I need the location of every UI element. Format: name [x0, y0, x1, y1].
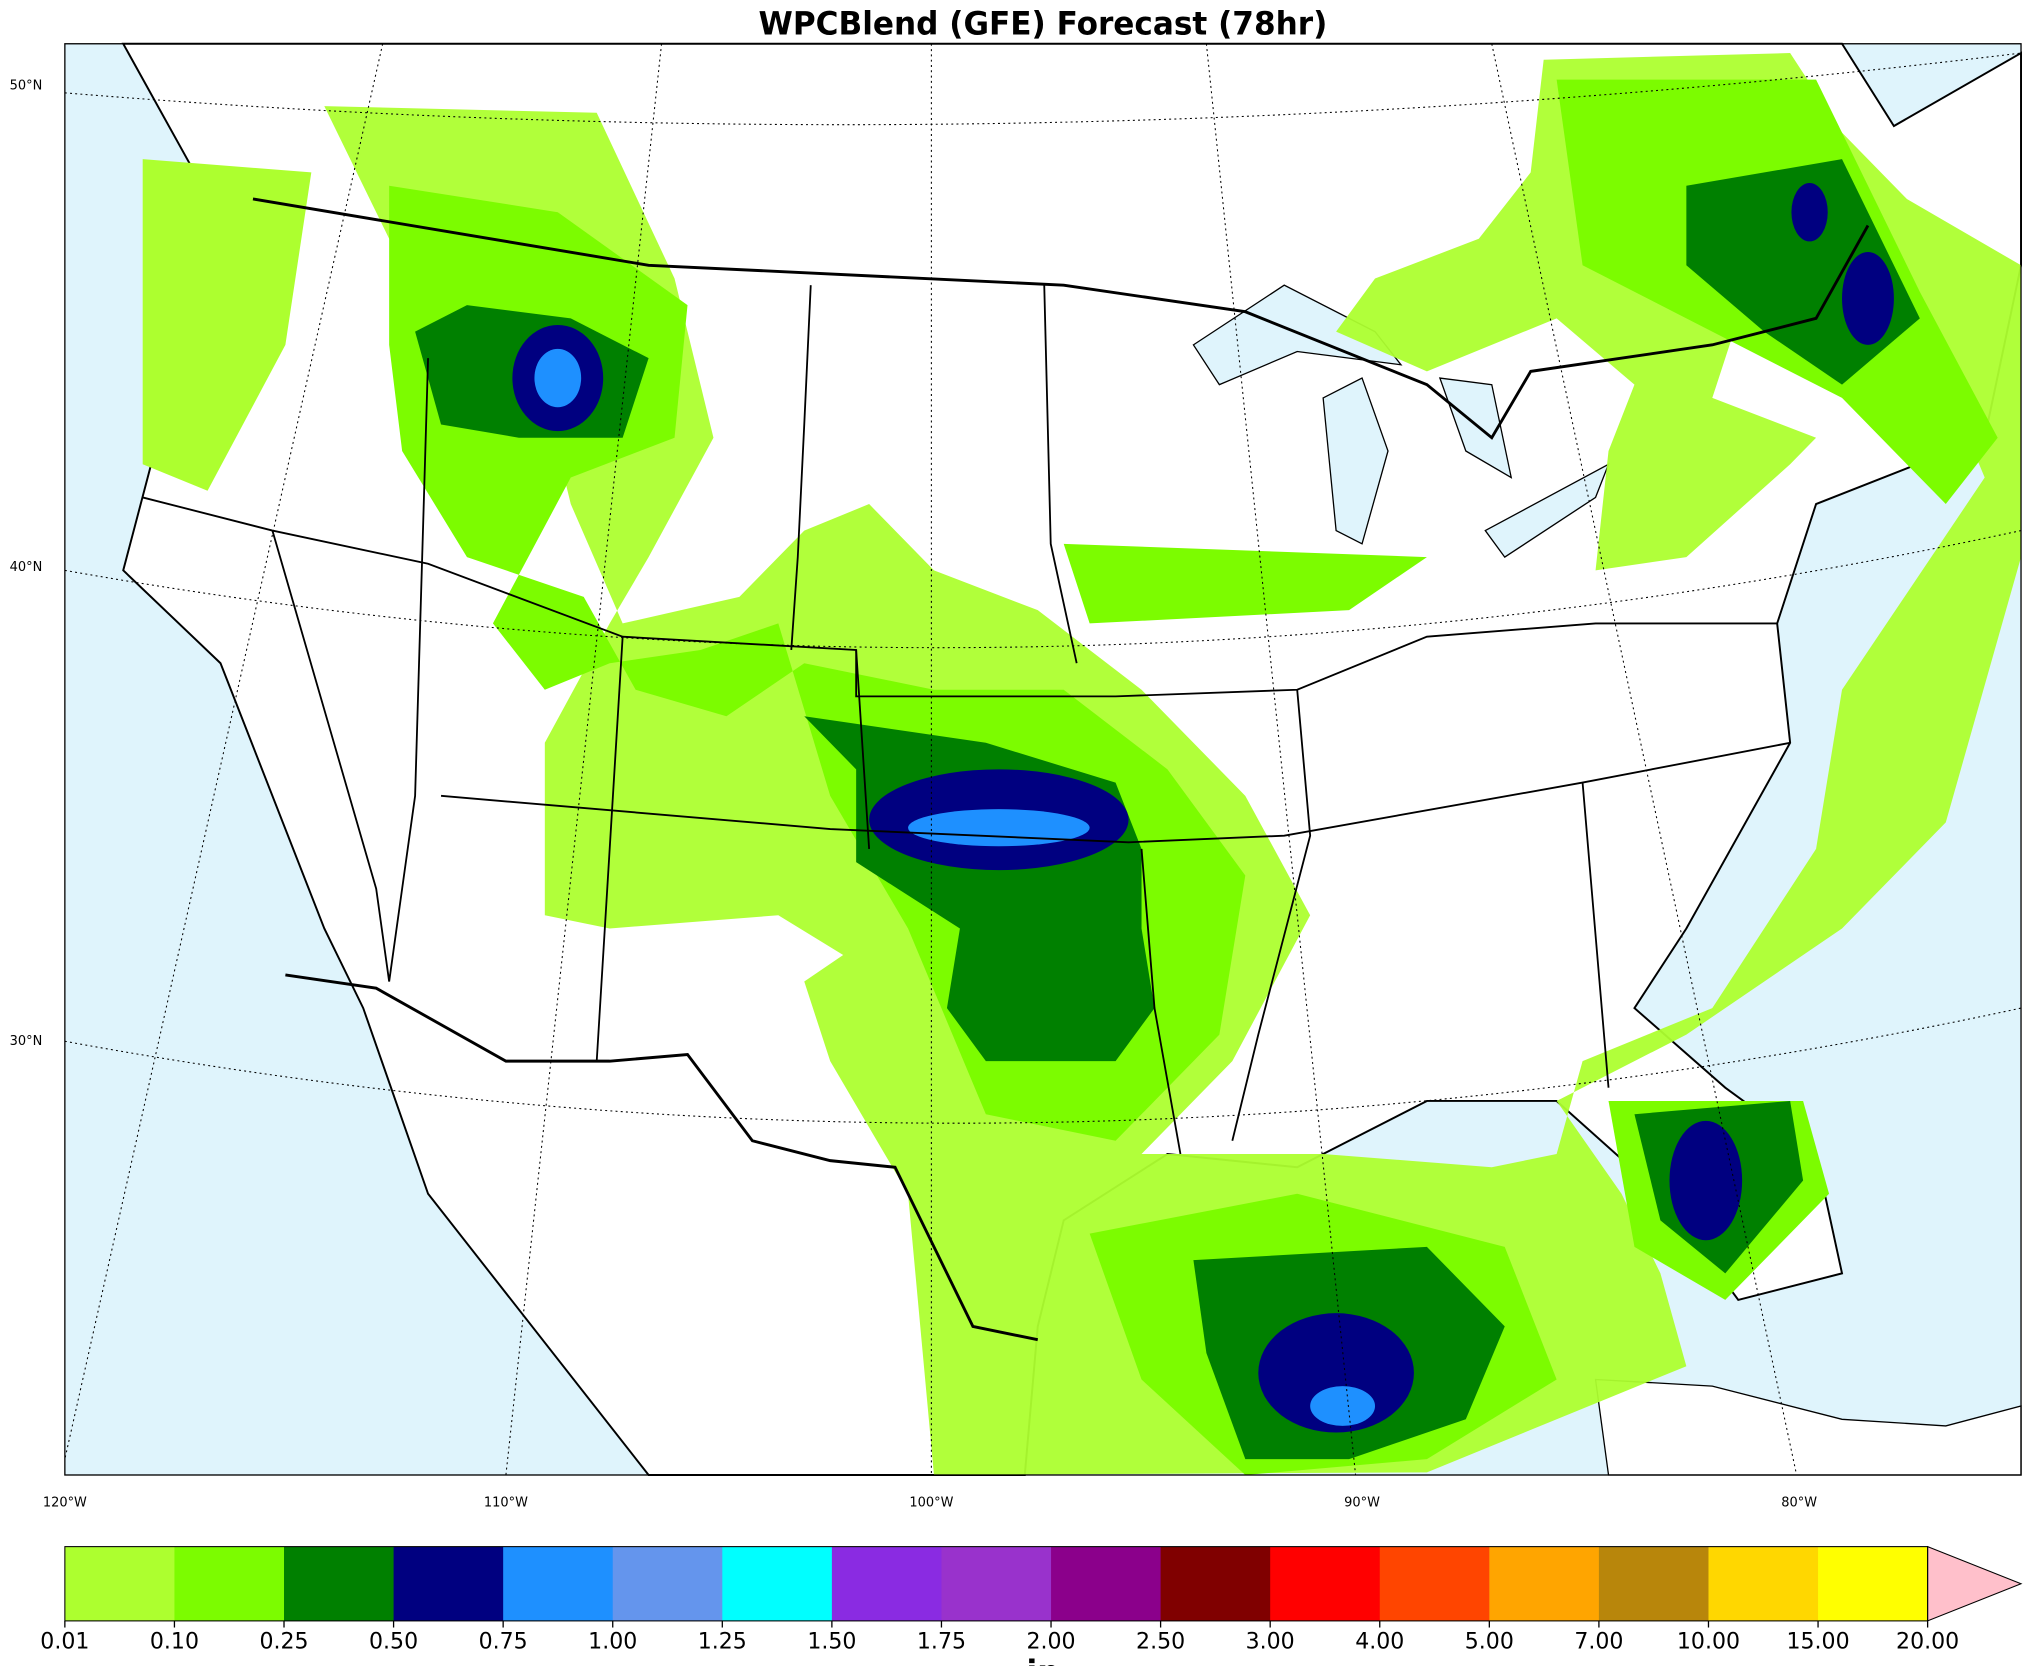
colorbar-tick-label: 20.00	[1896, 1628, 1959, 1654]
colorbar-tick-label: 2.50	[1136, 1628, 1185, 1654]
lake-michigan	[1322, 377, 1389, 545]
precip-areas	[142, 53, 2022, 1475]
colorbar-tick-label: 0.75	[479, 1628, 528, 1654]
lat-label: 30°N	[10, 1034, 43, 1049]
colorbar-tick-label: 3.00	[1246, 1628, 1295, 1654]
colorbar-tick-label: 0.25	[259, 1628, 308, 1654]
precip-max	[908, 809, 1090, 847]
us-mexico-border	[285, 973, 1039, 1342]
precip-moderate	[1063, 543, 1427, 624]
colorbar-tick-label: 4.00	[1355, 1628, 1404, 1654]
colorbar-tick-label: 5.00	[1465, 1628, 1514, 1654]
state-line	[142, 496, 1778, 698]
precip-max	[1310, 1386, 1376, 1426]
borders	[252, 197, 1870, 1342]
colorbar-tick-label: 0.01	[40, 1628, 89, 1654]
graticule-labels: 50°N 40°N 30°N 120°W 110°W 100°W 90°W 80…	[10, 79, 1818, 1511]
lake-superior	[1192, 284, 1403, 386]
colorbar-segment	[1818, 1546, 1929, 1621]
state-line	[271, 285, 1610, 1155]
us-canada-border	[252, 197, 1870, 440]
colorbar-segment	[1051, 1546, 1161, 1621]
precip-very-heavy	[1258, 1313, 1414, 1433]
great-lakes	[1192, 284, 1610, 558]
lon-label: 110°W	[484, 1495, 528, 1510]
colorbar-segment	[503, 1546, 614, 1621]
map	[64, 42, 2023, 1476]
colorbar-tick-label: 1.25	[698, 1628, 747, 1654]
colorbar-segment	[1708, 1546, 1819, 1621]
colorbar-tick-label: 1.50	[807, 1628, 856, 1654]
colorbar-tick-label: 2.00	[1026, 1628, 1075, 1654]
lon-label: 80°W	[1781, 1495, 1817, 1510]
meridian	[1491, 43, 1798, 1476]
colorbar-extend	[1927, 1545, 2023, 1622]
colorbar-tick-label: 1.75	[917, 1628, 966, 1654]
precip-very-heavy	[1791, 183, 1828, 242]
map-frame	[64, 43, 2022, 1476]
colorbar-segment	[174, 1546, 285, 1621]
colorbar-tick-label: 15.00	[1786, 1628, 1849, 1654]
meridian	[64, 43, 384, 1460]
lake-huron	[1438, 377, 1513, 479]
colorbar: 0.01 0.10 0.25 0.50 0.75 1.00 1.25 1.50 1.75 2.00…	[40, 1545, 2023, 1655]
parallel	[64, 52, 2022, 126]
lon-label: 100°W	[909, 1495, 953, 1510]
colorbar-segment	[1379, 1546, 1490, 1621]
title: WPCBlend (GFE) Forecast (78hr)	[759, 6, 1328, 42]
precip-max	[534, 348, 582, 408]
precip-very-heavy	[1669, 1120, 1743, 1241]
colorbar-segment	[1489, 1546, 1600, 1621]
colorbar-segment	[1270, 1546, 1381, 1621]
lon-label: 120°W	[43, 1495, 87, 1510]
colorbar-tick-label: 0.10	[150, 1628, 199, 1654]
colorbar-frame	[64, 1546, 1929, 1622]
meridian	[1205, 43, 1357, 1476]
colorbar-tick-label: 1.00	[588, 1628, 637, 1654]
lon-label: 90°W	[1344, 1495, 1380, 1510]
colorbar-segment	[831, 1546, 942, 1621]
colorbar-tick-label: 7.00	[1574, 1628, 1623, 1654]
colorbar-tick-label: 0.50	[369, 1628, 418, 1654]
colorbar-tick-label: 10.00	[1677, 1628, 1740, 1654]
colorbar-segment	[284, 1546, 394, 1621]
colorbar-segment	[941, 1546, 1052, 1621]
lat-label: 50°N	[10, 79, 43, 94]
lat-label: 40°N	[10, 560, 43, 575]
state-lines	[142, 285, 1791, 1155]
lake-erie	[1484, 462, 1610, 558]
colorbar-segment	[1160, 1546, 1271, 1621]
colorbar-label: in	[1027, 1655, 1060, 1666]
colorbar-segment	[64, 1546, 175, 1621]
meridian	[505, 43, 663, 1476]
colorbar-segment	[1598, 1546, 1709, 1621]
precip-very-heavy	[1842, 252, 1894, 345]
colorbar-segment	[393, 1546, 504, 1621]
graticule	[64, 43, 2022, 1476]
state-line	[440, 741, 1791, 844]
colorbar-segment	[722, 1546, 833, 1621]
precip-light	[142, 159, 312, 491]
colorbar-segment	[612, 1546, 723, 1621]
precip-light	[324, 53, 2022, 1475]
